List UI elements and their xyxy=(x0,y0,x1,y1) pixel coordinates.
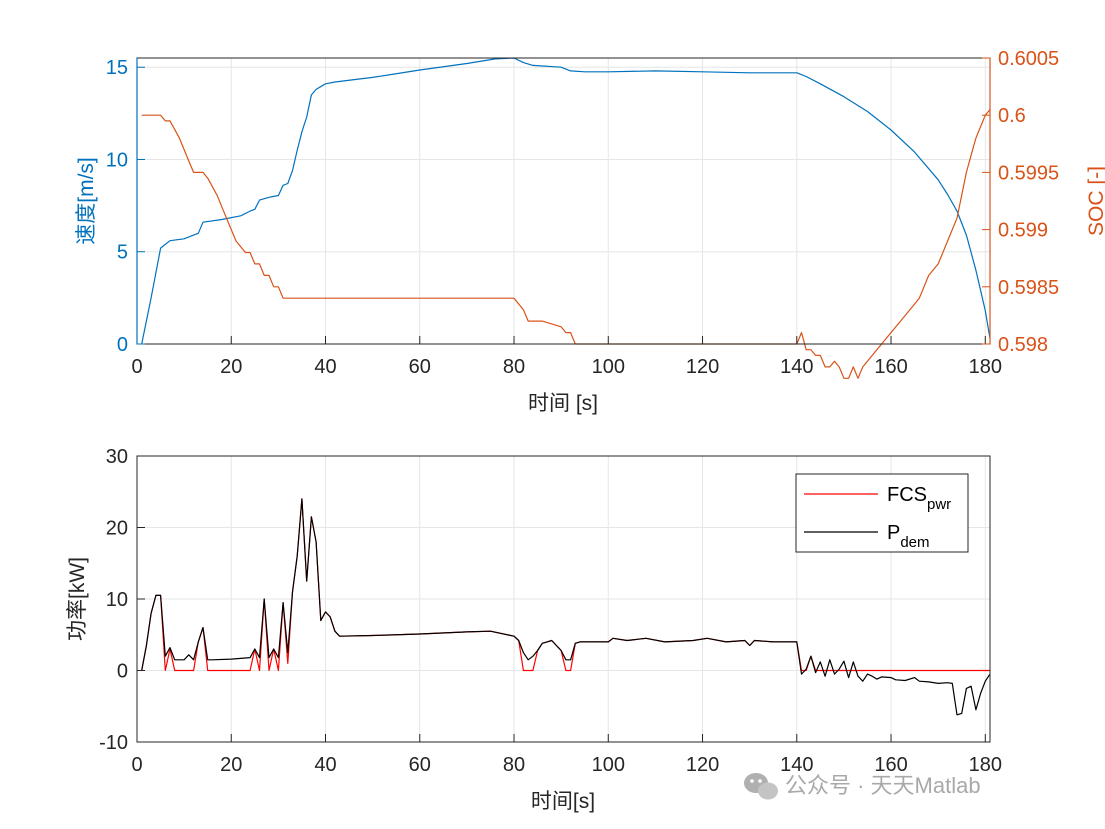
top-right-y-tick-label: 0.5985 xyxy=(998,277,1059,299)
top-x-tick-label: 60 xyxy=(409,356,431,378)
bottom-x-tick-label: 40 xyxy=(314,754,336,776)
top-left-y-tick-label: 0 xyxy=(117,334,128,356)
bottom-x-tick-label: 120 xyxy=(686,754,719,776)
legend: FCSpwr Pdem xyxy=(795,473,969,553)
top-left-y-axis-label: 速度[m/s] xyxy=(75,157,98,245)
bottom-y-tick-label: 20 xyxy=(106,518,128,540)
top-x-tick-label: 180 xyxy=(969,356,1002,378)
top-x-tick-label: 140 xyxy=(780,356,813,378)
bottom-y-tick-label: -10 xyxy=(99,732,128,754)
legend-fcs-name: FCS xyxy=(887,484,927,506)
bottom-x-axis-label: 时间[s] xyxy=(531,790,595,813)
power-demand-series-line xyxy=(141,498,991,716)
legend-entry-pdem: Pdem xyxy=(887,522,930,551)
bottom-x-tick-label: 0 xyxy=(131,754,142,776)
top-x-tick-label: 20 xyxy=(220,356,242,378)
legend-pdem-name: P xyxy=(887,522,900,544)
top-right-y-tick-label: 0.5995 xyxy=(998,162,1059,184)
top-x-tick-label: 100 xyxy=(592,356,625,378)
top-right-y-axis-label: SOC [-] xyxy=(1085,166,1105,236)
wechat-icon xyxy=(744,773,778,800)
legend-pdem-subscript: dem xyxy=(900,534,929,551)
bottom-y-tick-label: 30 xyxy=(106,446,128,468)
bottom-x-tick-label: 100 xyxy=(592,754,625,776)
bottom-chart-lines xyxy=(141,498,991,716)
watermark: 公众号 · 天天Matlab xyxy=(744,773,981,800)
top-right-y-tick-label: 0.6 xyxy=(998,105,1026,127)
top-left-y-tick-label: 5 xyxy=(117,242,128,264)
top-x-tick-label: 0 xyxy=(131,356,142,378)
watermark-text: 公众号 · 天天Matlab xyxy=(785,773,981,798)
bottom-x-tick-label: 80 xyxy=(503,754,525,776)
bottom-x-tick-label: 140 xyxy=(780,754,813,776)
bottom-y-tick-label: 10 xyxy=(106,589,128,611)
legend-fcs-subscript: pwr xyxy=(927,496,951,513)
top-x-tick-label: 40 xyxy=(314,356,336,378)
top-left-y-tick-label: 15 xyxy=(106,57,128,79)
bottom-x-tick-label: 60 xyxy=(409,754,431,776)
legend-entry-fcs: FCSpwr xyxy=(887,484,951,513)
bottom-x-tick-label: 180 xyxy=(969,754,1002,776)
top-right-y-tick-label: 0.599 xyxy=(998,220,1048,242)
top-chart-ticks: 0 20 40 60 80 100 120 140 160 180 0 5 10 15 0.598 0.598… xyxy=(106,48,1059,378)
legend-box xyxy=(795,473,969,553)
bottom-y-axis-label: 功率[kW] xyxy=(66,557,89,641)
bottom-x-tick-label: 20 xyxy=(220,754,242,776)
speed-series-line xyxy=(141,57,991,345)
top-right-y-tick-label: 0.598 xyxy=(998,334,1048,356)
top-x-tick-label: 160 xyxy=(874,356,907,378)
top-x-axis-label: 时间 [s] xyxy=(528,392,598,415)
top-left-y-tick-label: 10 xyxy=(106,149,128,171)
top-x-tick-label: 80 xyxy=(503,356,525,378)
top-x-tick-label: 120 xyxy=(686,356,719,378)
top-right-y-tick-label: 0.6005 xyxy=(998,48,1059,70)
bottom-y-tick-label: 0 xyxy=(117,661,128,683)
bottom-x-tick-label: 160 xyxy=(874,754,907,776)
